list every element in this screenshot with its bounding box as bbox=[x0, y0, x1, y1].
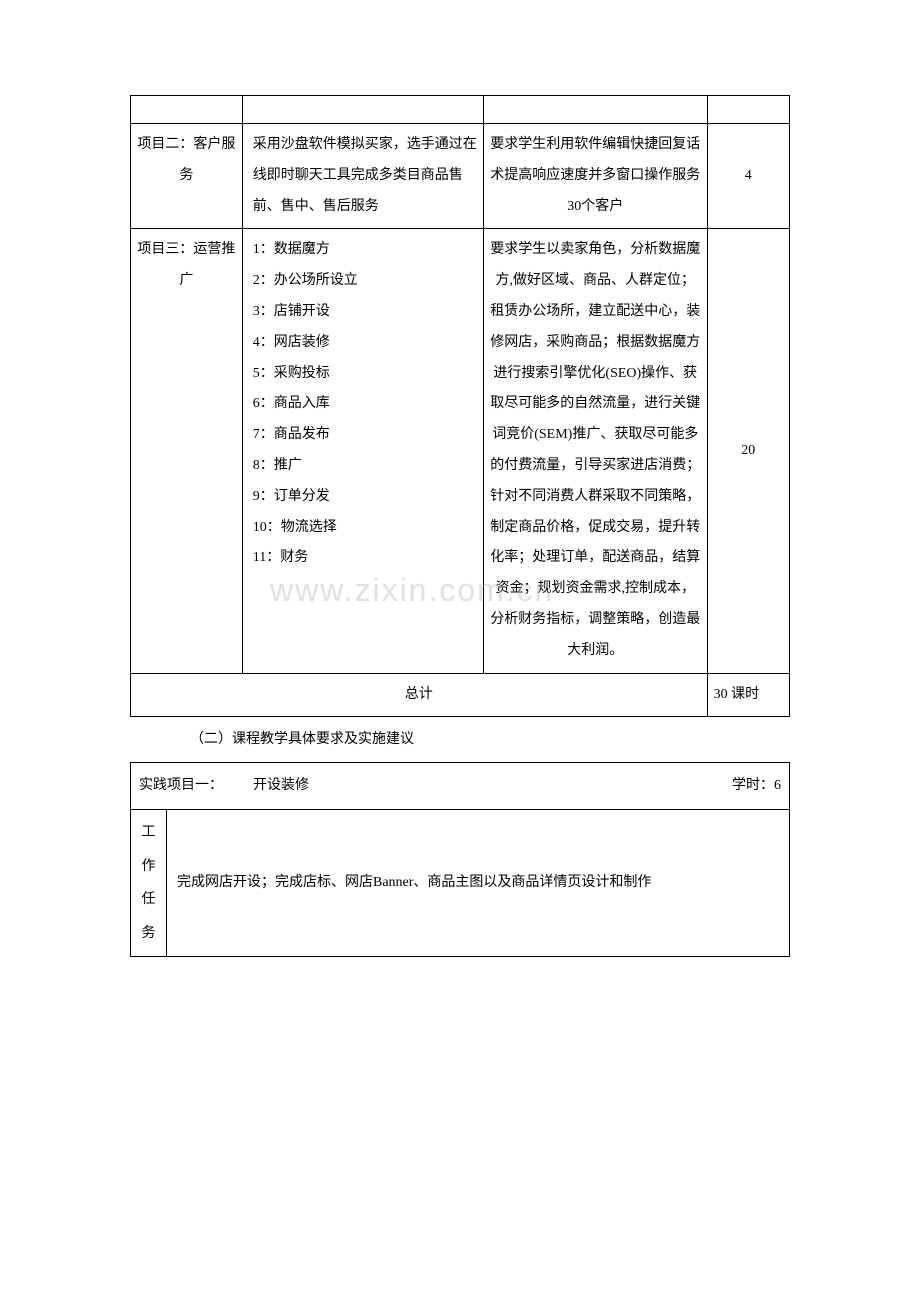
detail-header: 实践项目一： 开设装修 学时：6 bbox=[131, 763, 790, 810]
cell-project: 项目二：客户服务 bbox=[131, 124, 243, 229]
detail-table: 实践项目一： 开设装修 学时：6 工作任务 完成网店开设；完成店标、网店Bann… bbox=[130, 762, 790, 957]
cell-hours bbox=[707, 96, 789, 124]
cell-requirement: 要求学生以卖家角色，分析数据魔方,做好区域、商品、人群定位；租赁办公场所，建立配… bbox=[484, 229, 708, 673]
task-content: 完成网店开设；完成店标、网店Banner、商品主图以及商品详情页设计和制作 bbox=[167, 809, 790, 956]
header-right: 学时：6 bbox=[732, 769, 781, 803]
cell-content: 1：数据魔方2：办公场所设立3：店铺开设4：网店装修5：采购投标6：商品入库7：… bbox=[242, 229, 483, 673]
table-total-row: 总计 30 课时 bbox=[131, 673, 790, 717]
cell-requirement bbox=[484, 96, 708, 124]
table-row bbox=[131, 96, 790, 124]
total-label: 总计 bbox=[131, 673, 708, 717]
cell-project bbox=[131, 96, 243, 124]
total-value: 30 课时 bbox=[707, 673, 789, 717]
main-table: 项目二：客户服务 采用沙盘软件模拟买家，选手通过在线即时聊天工具完成多类目商品售… bbox=[130, 95, 790, 717]
cell-requirement: 要求学生利用软件编辑快捷回复话术提高响应速度并多窗口操作服务30个客户 bbox=[484, 124, 708, 229]
table-row: 实践项目一： 开设装修 学时：6 bbox=[131, 763, 790, 810]
table-row: 项目二：客户服务 采用沙盘软件模拟买家，选手通过在线即时聊天工具完成多类目商品售… bbox=[131, 124, 790, 229]
table-row: 工作任务 完成网店开设；完成店标、网店Banner、商品主图以及商品详情页设计和… bbox=[131, 809, 790, 956]
cell-project: 项目三：运营推广 bbox=[131, 229, 243, 673]
section-title: （二）课程教学具体要求及实施建议 bbox=[130, 722, 790, 757]
cell-hours: 4 bbox=[707, 124, 789, 229]
task-label: 工作任务 bbox=[131, 809, 167, 956]
cell-content bbox=[242, 96, 483, 124]
cell-content: 采用沙盘软件模拟买家，选手通过在线即时聊天工具完成多类目商品售前、售中、售后服务 bbox=[242, 124, 483, 229]
header-left: 实践项目一： bbox=[139, 769, 223, 803]
table-row: 项目三：运营推广 1：数据魔方2：办公场所设立3：店铺开设4：网店装修5：采购投… bbox=[131, 229, 790, 673]
header-mid: 开设装修 bbox=[253, 769, 309, 803]
cell-hours: 20 bbox=[707, 229, 789, 673]
